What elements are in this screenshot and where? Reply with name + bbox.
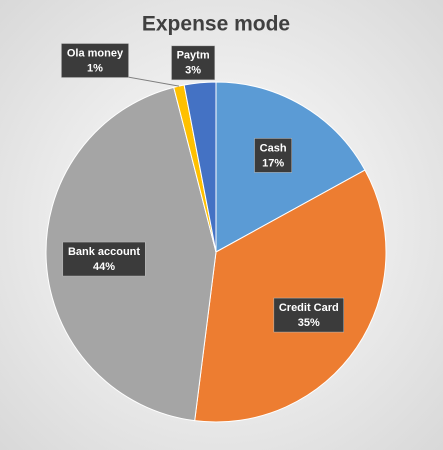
label-value: 1%	[87, 62, 103, 74]
label-value: 17%	[262, 157, 284, 169]
label-name: Paytm	[177, 50, 210, 62]
label-name: Credit Card	[279, 302, 339, 314]
data-label: Ola money 1%	[61, 43, 129, 78]
label-value: 35%	[298, 317, 320, 329]
pie-slice	[194, 169, 387, 423]
data-label: Bank account 44%	[62, 241, 146, 277]
label-box	[62, 241, 146, 277]
chart-title: Expense mode	[142, 13, 290, 36]
label-box	[273, 297, 345, 333]
label-box	[171, 45, 215, 81]
label-box	[61, 43, 129, 78]
leader-line	[124, 76, 180, 87]
label-value: 3%	[185, 65, 201, 77]
label-name: Bank account	[68, 246, 140, 258]
label-name: Ola money	[67, 47, 124, 59]
label-name: Cash	[260, 142, 287, 154]
pie-slice	[183, 81, 217, 253]
data-label: Paytm 3%	[171, 45, 215, 81]
data-label: Credit Card 35%	[273, 297, 345, 333]
label-value: 44%	[93, 261, 115, 273]
data-label: Cash 17%	[254, 138, 292, 173]
label-box	[254, 138, 292, 173]
